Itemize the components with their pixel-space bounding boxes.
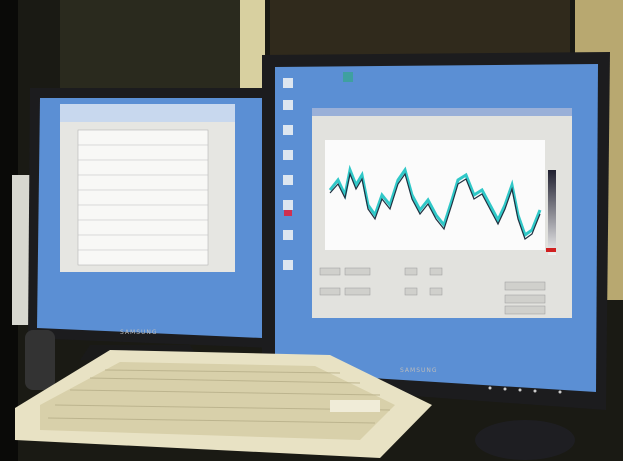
keys [40,362,395,440]
desktop-icons [283,72,353,270]
monitor-brand: SAMSUNG [400,367,438,374]
key-rows [47,369,391,424]
speaker [25,330,55,390]
monitor-buttons [488,386,562,394]
window-frame [240,0,265,90]
pillar [0,0,18,461]
waveform [329,171,541,240]
mouse [475,420,575,460]
keyboard-label [330,400,380,412]
app-toolbar [60,104,235,122]
plot-area [325,140,545,250]
grid-lines [78,144,208,251]
colorbar-marker [546,248,556,252]
desktop-icon [284,210,292,216]
waveform [328,164,542,238]
buttons [319,267,546,315]
window-pane [270,0,570,60]
window-pane [60,0,250,90]
monitor-brand: SAMSUNG [120,329,158,336]
title-bar [312,108,572,116]
colorbar [548,170,556,255]
data-grid [77,129,209,266]
